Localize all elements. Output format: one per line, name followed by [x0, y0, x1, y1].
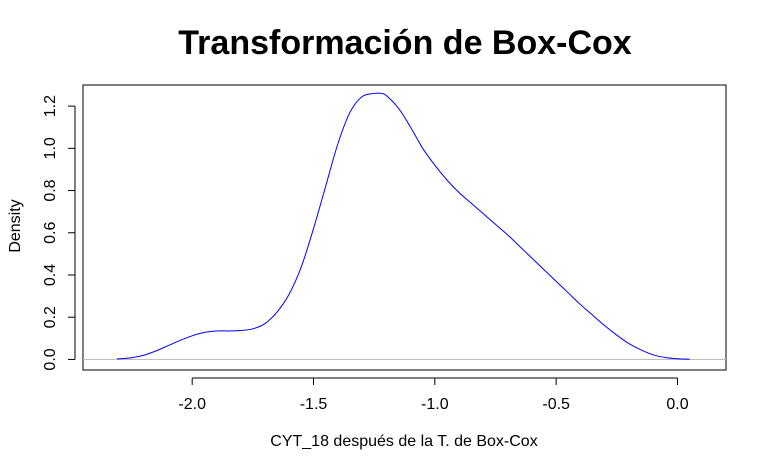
y-axis-title: Density — [7, 199, 24, 252]
x-tick-label: -2.0 — [178, 396, 206, 413]
plot-frame — [82, 84, 727, 371]
x-tick-label: -0.5 — [542, 396, 570, 413]
y-axis: 0.0 0.2 0.4 0.6 0.8 1.0 1.2 — [42, 95, 76, 371]
y-tick-label: 0.0 — [42, 348, 59, 370]
chart-title: Transformación de Box-Cox — [178, 24, 632, 62]
y-tick-label: 1.2 — [42, 95, 59, 117]
x-axis-title: CYT_18 después de la T. de Box-Cox — [270, 433, 537, 450]
density-curve — [116, 92, 690, 360]
y-tick-label: 1.0 — [42, 137, 59, 159]
x-tick-label: 0.0 — [666, 396, 688, 413]
y-tick-label: 0.8 — [42, 179, 59, 201]
y-tick-label: 0.4 — [42, 264, 59, 286]
y-tick-label: 0.6 — [42, 222, 59, 244]
x-axis: -2.0 -1.5 -1.0 -0.5 0.0 — [178, 377, 689, 413]
y-tick-label: 0.2 — [42, 306, 59, 328]
x-tick-label: -1.0 — [421, 396, 449, 413]
x-tick-label: -1.5 — [300, 396, 328, 413]
